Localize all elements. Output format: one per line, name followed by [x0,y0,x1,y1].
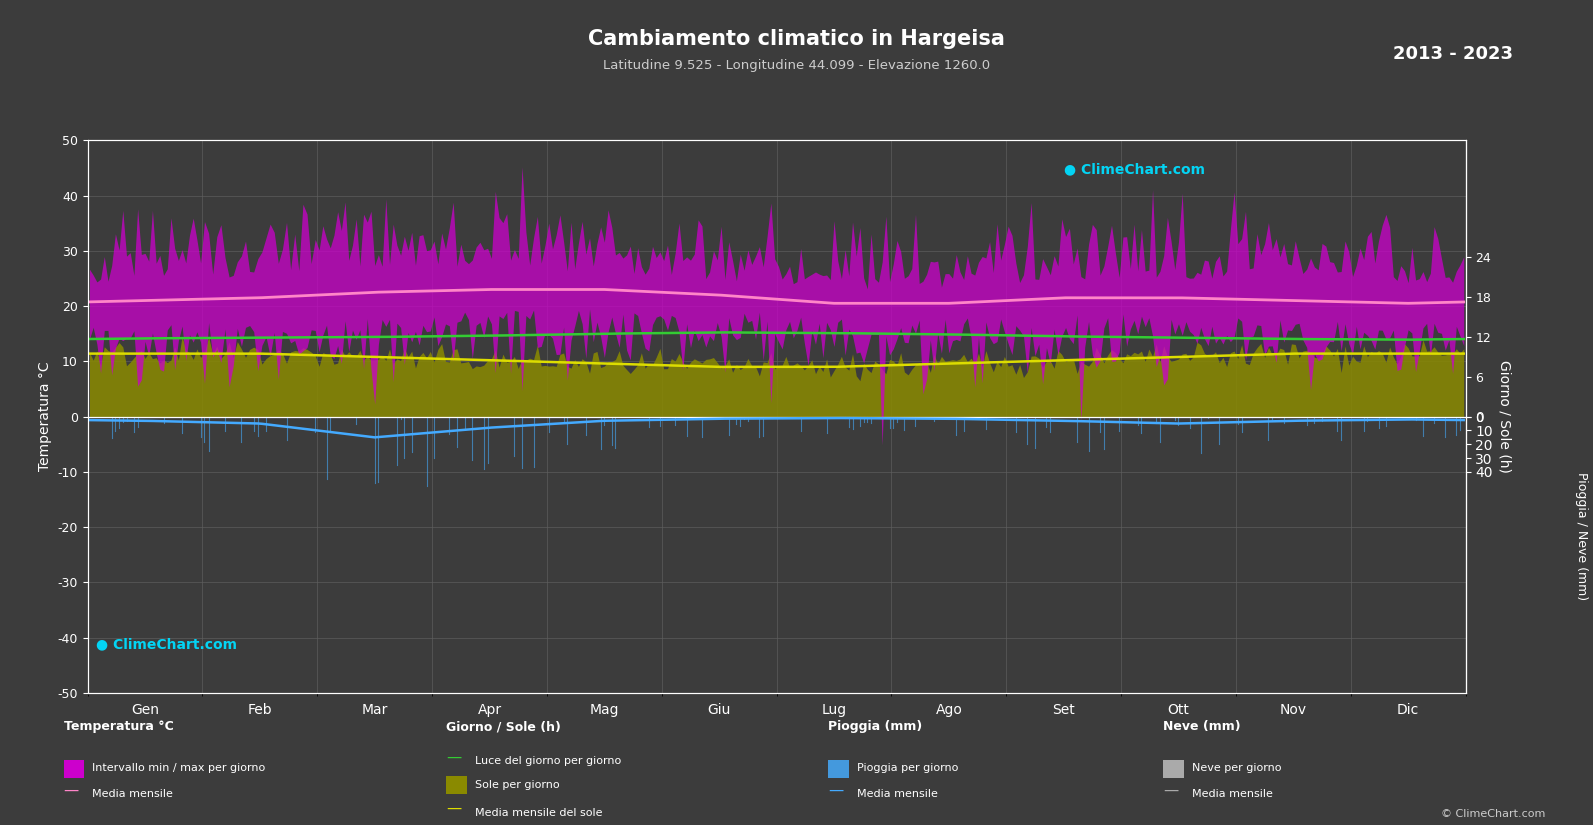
Text: Media mensile del sole: Media mensile del sole [475,808,602,818]
Y-axis label: Giorno / Sole (h): Giorno / Sole (h) [1497,361,1512,473]
Text: Latitudine 9.525 - Longitudine 44.099 - Elevazione 1260.0: Latitudine 9.525 - Longitudine 44.099 - … [602,59,991,73]
Text: —: — [64,782,80,798]
Text: Media mensile: Media mensile [857,790,938,799]
Text: Temperatura °C: Temperatura °C [64,720,174,733]
Text: Pioggia per giorno: Pioggia per giorno [857,763,959,773]
Text: ● ClimeChart.com: ● ClimeChart.com [1064,163,1204,177]
Text: Neve per giorno: Neve per giorno [1192,763,1281,773]
Text: —: — [1163,782,1179,798]
Text: Intervallo min / max per giorno: Intervallo min / max per giorno [92,763,266,773]
Text: Luce del giorno per giorno: Luce del giorno per giorno [475,757,621,766]
Text: Pioggia / Neve (mm): Pioggia / Neve (mm) [1575,472,1588,601]
Text: Media mensile: Media mensile [92,790,174,799]
Text: Media mensile: Media mensile [1192,790,1273,799]
Text: Sole per giorno: Sole per giorno [475,780,559,790]
Text: —: — [446,800,462,816]
Text: Pioggia (mm): Pioggia (mm) [828,720,922,733]
Text: —: — [828,782,844,798]
Text: Giorno / Sole (h): Giorno / Sole (h) [446,720,561,733]
Text: Neve (mm): Neve (mm) [1163,720,1241,733]
Text: 2013 - 2023: 2013 - 2023 [1394,45,1513,64]
Text: ● ClimeChart.com: ● ClimeChart.com [96,638,237,652]
Text: —: — [446,749,462,765]
Text: © ClimeChart.com: © ClimeChart.com [1440,808,1545,818]
Y-axis label: Temperatura °C: Temperatura °C [38,362,53,471]
Text: Cambiamento climatico in Hargeisa: Cambiamento climatico in Hargeisa [588,29,1005,49]
